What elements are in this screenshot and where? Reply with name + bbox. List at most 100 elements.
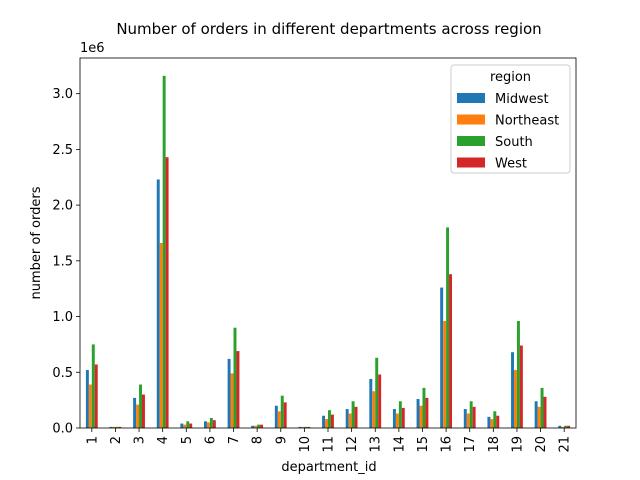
bar-midwest-15 bbox=[416, 399, 420, 428]
bar-midwest-6 bbox=[204, 421, 207, 428]
bar-midwest-11 bbox=[322, 415, 326, 428]
y-tick-label: 0.0 bbox=[52, 422, 73, 437]
bar-midwest-8 bbox=[251, 425, 255, 428]
bar-midwest-7 bbox=[227, 358, 231, 428]
x-tick-label: 7 bbox=[227, 436, 242, 444]
bar-west-4 bbox=[165, 157, 169, 428]
legend-swatch-northeast bbox=[457, 114, 485, 125]
bar-northeast-14 bbox=[395, 413, 399, 428]
bar-northeast-13 bbox=[372, 391, 376, 428]
legend-label-northeast: Northeast bbox=[495, 114, 559, 129]
chart-title: Number of orders in different department… bbox=[116, 20, 541, 38]
x-tick-label: 11 bbox=[322, 436, 337, 453]
bar-northeast-19 bbox=[514, 370, 517, 428]
bar-south-13 bbox=[375, 357, 379, 428]
bar-midwest-21 bbox=[558, 425, 562, 428]
bar-south-6 bbox=[209, 417, 213, 428]
bar-west-14 bbox=[401, 407, 405, 428]
y-offset-label: 1e6 bbox=[80, 41, 105, 56]
x-tick-label: 2 bbox=[109, 436, 124, 444]
bar-west-20 bbox=[543, 396, 547, 428]
bar-midwest-2 bbox=[109, 426, 113, 428]
x-tick-label: 6 bbox=[203, 436, 218, 444]
bar-south-11 bbox=[328, 410, 331, 428]
x-axis-label: department_id bbox=[281, 460, 376, 475]
bar-midwest-5 bbox=[180, 423, 184, 428]
legend-swatch-west bbox=[457, 157, 485, 168]
y-tick-label: 2.5 bbox=[52, 143, 73, 158]
bar-south-20 bbox=[540, 387, 544, 428]
x-tick-label: 18 bbox=[487, 436, 502, 453]
bar-west-6 bbox=[212, 420, 216, 428]
bar-west-7 bbox=[236, 351, 240, 428]
bar-south-4 bbox=[162, 75, 166, 428]
legend-swatch-midwest bbox=[457, 93, 485, 103]
bar-south-7 bbox=[233, 327, 237, 428]
bar-west-10 bbox=[307, 426, 311, 428]
bar-south-10 bbox=[304, 426, 308, 428]
bar-northeast-9 bbox=[277, 411, 281, 428]
bar-south-3 bbox=[139, 384, 142, 428]
bar-midwest-20 bbox=[534, 401, 538, 428]
bar-northeast-1 bbox=[88, 384, 92, 428]
bar-northeast-18 bbox=[490, 419, 494, 428]
bar-west-17 bbox=[472, 406, 476, 428]
x-tick-label: 12 bbox=[345, 436, 360, 453]
bar-midwest-17 bbox=[463, 409, 467, 428]
bar-midwest-10 bbox=[298, 426, 302, 428]
bar-south-2 bbox=[115, 426, 119, 428]
bar-midwest-4 bbox=[156, 179, 160, 428]
bar-midwest-3 bbox=[133, 397, 137, 428]
bar-south-19 bbox=[516, 321, 520, 428]
bar-west-16 bbox=[449, 274, 452, 428]
legend-label-west: West bbox=[495, 157, 527, 172]
bar-midwest-16 bbox=[440, 287, 444, 428]
bar-south-8 bbox=[257, 424, 261, 428]
bar-northeast-20 bbox=[537, 406, 541, 428]
x-tick-label: 14 bbox=[392, 436, 407, 453]
bar-south-14 bbox=[398, 401, 402, 428]
bar-northeast-4 bbox=[159, 243, 163, 428]
x-tick-label: 8 bbox=[251, 436, 266, 444]
bar-northeast-2 bbox=[112, 426, 116, 428]
bar-west-11 bbox=[330, 414, 334, 428]
bar-west-1 bbox=[94, 364, 98, 428]
bar-northeast-10 bbox=[301, 426, 305, 428]
bar-northeast-7 bbox=[230, 373, 234, 428]
bar-south-17 bbox=[469, 401, 473, 428]
bar-west-2 bbox=[118, 426, 122, 428]
bar-midwest-13 bbox=[369, 378, 373, 428]
x-tick-label: 19 bbox=[510, 436, 525, 453]
bar-west-15 bbox=[425, 397, 429, 428]
bar-south-15 bbox=[422, 387, 426, 428]
bar-northeast-6 bbox=[206, 422, 210, 428]
bar-south-16 bbox=[446, 227, 450, 428]
bar-south-12 bbox=[351, 401, 355, 428]
bar-northeast-5 bbox=[183, 424, 187, 428]
bar-west-8 bbox=[260, 424, 264, 428]
bar-south-1 bbox=[91, 344, 95, 428]
y-tick-label: 3.0 bbox=[52, 87, 73, 102]
bar-south-21 bbox=[564, 425, 568, 428]
bar-west-3 bbox=[142, 394, 145, 428]
x-tick-label: 20 bbox=[534, 436, 549, 453]
x-tick-label: 9 bbox=[274, 436, 289, 444]
x-tick-label: 10 bbox=[298, 436, 313, 453]
bar-northeast-11 bbox=[325, 419, 328, 428]
bar-midwest-12 bbox=[345, 409, 349, 428]
bar-northeast-16 bbox=[443, 321, 447, 428]
bar-south-9 bbox=[280, 395, 284, 428]
bar-south-18 bbox=[493, 411, 497, 428]
legend: region Midwest Northeast South West bbox=[450, 64, 571, 174]
bar-northeast-12 bbox=[348, 413, 352, 428]
x-tick-label: 17 bbox=[463, 436, 478, 453]
bar-west-21 bbox=[567, 425, 571, 428]
y-tick-label: 1.0 bbox=[52, 310, 73, 325]
x-tick-label: 13 bbox=[369, 436, 384, 453]
x-tick-label: 16 bbox=[440, 436, 455, 453]
y-tick-label: 0.5 bbox=[52, 366, 73, 381]
x-tick-label: 3 bbox=[133, 436, 148, 444]
bar-northeast-3 bbox=[136, 404, 140, 428]
bar-west-12 bbox=[354, 406, 358, 428]
